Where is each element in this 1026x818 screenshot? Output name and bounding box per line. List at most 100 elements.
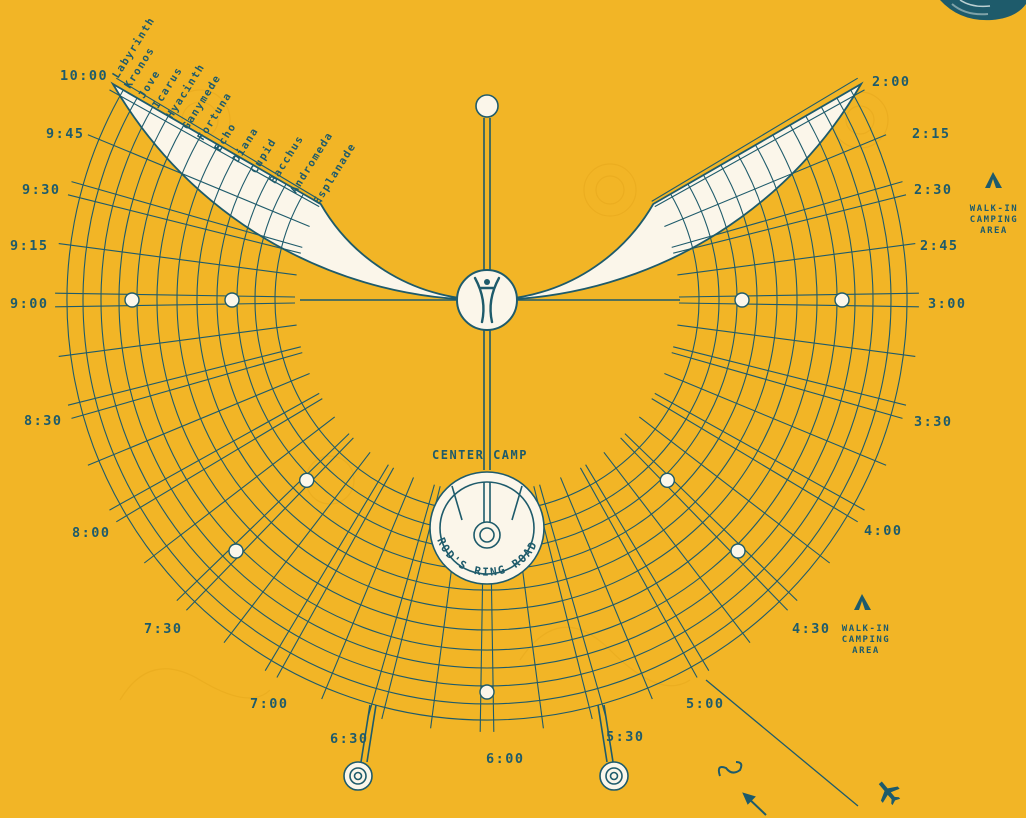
time-label: 3:00 — [928, 296, 967, 312]
ring-street — [136, 124, 838, 651]
time-label: 7:00 — [250, 696, 289, 712]
radial-street — [368, 484, 435, 716]
radial-street — [654, 89, 865, 208]
walk-in-line: WALK-IN — [841, 624, 891, 634]
time-label: 9:30 — [22, 182, 61, 198]
radial-street — [71, 181, 303, 248]
time-label: 3:30 — [914, 414, 953, 430]
time-label: 2:00 — [872, 74, 911, 90]
time-label: 5:00 — [686, 696, 725, 712]
time-label: 6:00 — [486, 751, 525, 767]
time-label: 8:30 — [24, 413, 63, 429]
walk-in-line: AREA — [852, 646, 880, 656]
time-label: 2:15 — [912, 126, 951, 142]
time-label: 10:00 — [60, 68, 109, 84]
radial-street — [638, 416, 831, 564]
radial-street — [678, 302, 919, 308]
plaza — [730, 543, 746, 559]
city-grid — [55, 77, 919, 732]
time-label: 9:45 — [46, 126, 85, 142]
ring-street — [176, 144, 798, 611]
radial-street — [651, 77, 858, 202]
walk-in-camping-label: WALK-IN CAMPING AREA — [834, 624, 898, 657]
radial-street — [116, 77, 323, 202]
radial-street — [585, 464, 710, 671]
time-label: 2:30 — [914, 182, 953, 198]
radial-street — [67, 194, 301, 254]
walk-in-camping-label: WALK-IN CAMPING AREA — [962, 204, 1026, 237]
plaza — [299, 472, 315, 488]
radial-street — [55, 302, 296, 308]
radial-street — [673, 346, 907, 406]
ring-street — [66, 89, 908, 721]
radial-street — [624, 433, 798, 601]
radial-street — [67, 346, 301, 406]
walk-in-line: CAMPING — [969, 215, 1019, 225]
radial-street — [654, 392, 865, 511]
radial-street — [264, 464, 389, 671]
man-icon — [456, 269, 518, 331]
plaza — [124, 292, 140, 308]
corner-illustration — [940, 0, 1026, 21]
radial-street — [176, 433, 350, 601]
time-label: 2:45 — [920, 238, 959, 254]
radial-street — [673, 194, 907, 254]
time-label: 8:00 — [72, 525, 111, 541]
radial-street — [559, 477, 653, 700]
radial-street — [664, 134, 887, 228]
time-label: 7:30 — [144, 621, 183, 637]
plaza — [479, 684, 495, 700]
walk-in-line: WALK-IN — [969, 204, 1019, 214]
time-label: 4:30 — [792, 621, 831, 637]
walk-in-line: AREA — [980, 226, 1008, 236]
radial-street — [321, 477, 415, 700]
tent-icon — [854, 594, 871, 610]
radial-street — [603, 451, 751, 644]
time-label: 5:30 — [606, 729, 645, 745]
plaza — [734, 292, 750, 308]
radial-street — [678, 292, 919, 298]
radial-street — [539, 484, 606, 716]
radial-street — [677, 324, 916, 357]
radial-street — [677, 243, 916, 276]
ring-street — [118, 115, 856, 669]
plaza — [224, 292, 240, 308]
ring-street — [82, 97, 892, 705]
center-camp-plaza — [429, 471, 545, 585]
ring-street — [156, 134, 818, 631]
radial-street — [55, 292, 296, 298]
plaza — [834, 292, 850, 308]
radial-street — [276, 467, 395, 678]
center-camp-label: CENTER CAMP — [432, 448, 528, 462]
radial-street — [223, 451, 371, 644]
ring-street — [196, 154, 778, 591]
man-crossroads — [300, 94, 680, 470]
city-band — [110, 81, 864, 301]
gate-icon — [599, 761, 629, 791]
radial-street — [87, 134, 310, 228]
radial-street — [143, 416, 336, 564]
plaza — [659, 472, 675, 488]
gate-roads — [343, 679, 859, 807]
radial-street — [109, 392, 320, 511]
radial-street — [116, 398, 323, 523]
north-arrow-icon — [717, 761, 767, 816]
airplane-icon — [878, 781, 901, 806]
radial-street — [71, 352, 303, 419]
gate-icon — [343, 761, 373, 791]
radial-street — [109, 89, 320, 208]
time-label: 4:00 — [864, 523, 903, 539]
radial-street — [186, 437, 354, 611]
plaza — [228, 543, 244, 559]
radial-street — [58, 324, 297, 357]
radial-street — [87, 372, 310, 466]
airport-road — [705, 679, 859, 807]
radial-street — [671, 181, 903, 248]
time-label: 6:30 — [330, 731, 369, 747]
radial-street — [579, 467, 698, 678]
walk-in-line: CAMPING — [841, 635, 891, 645]
radial-street — [58, 243, 297, 276]
radial-street — [671, 352, 903, 419]
radial-street — [651, 398, 858, 523]
